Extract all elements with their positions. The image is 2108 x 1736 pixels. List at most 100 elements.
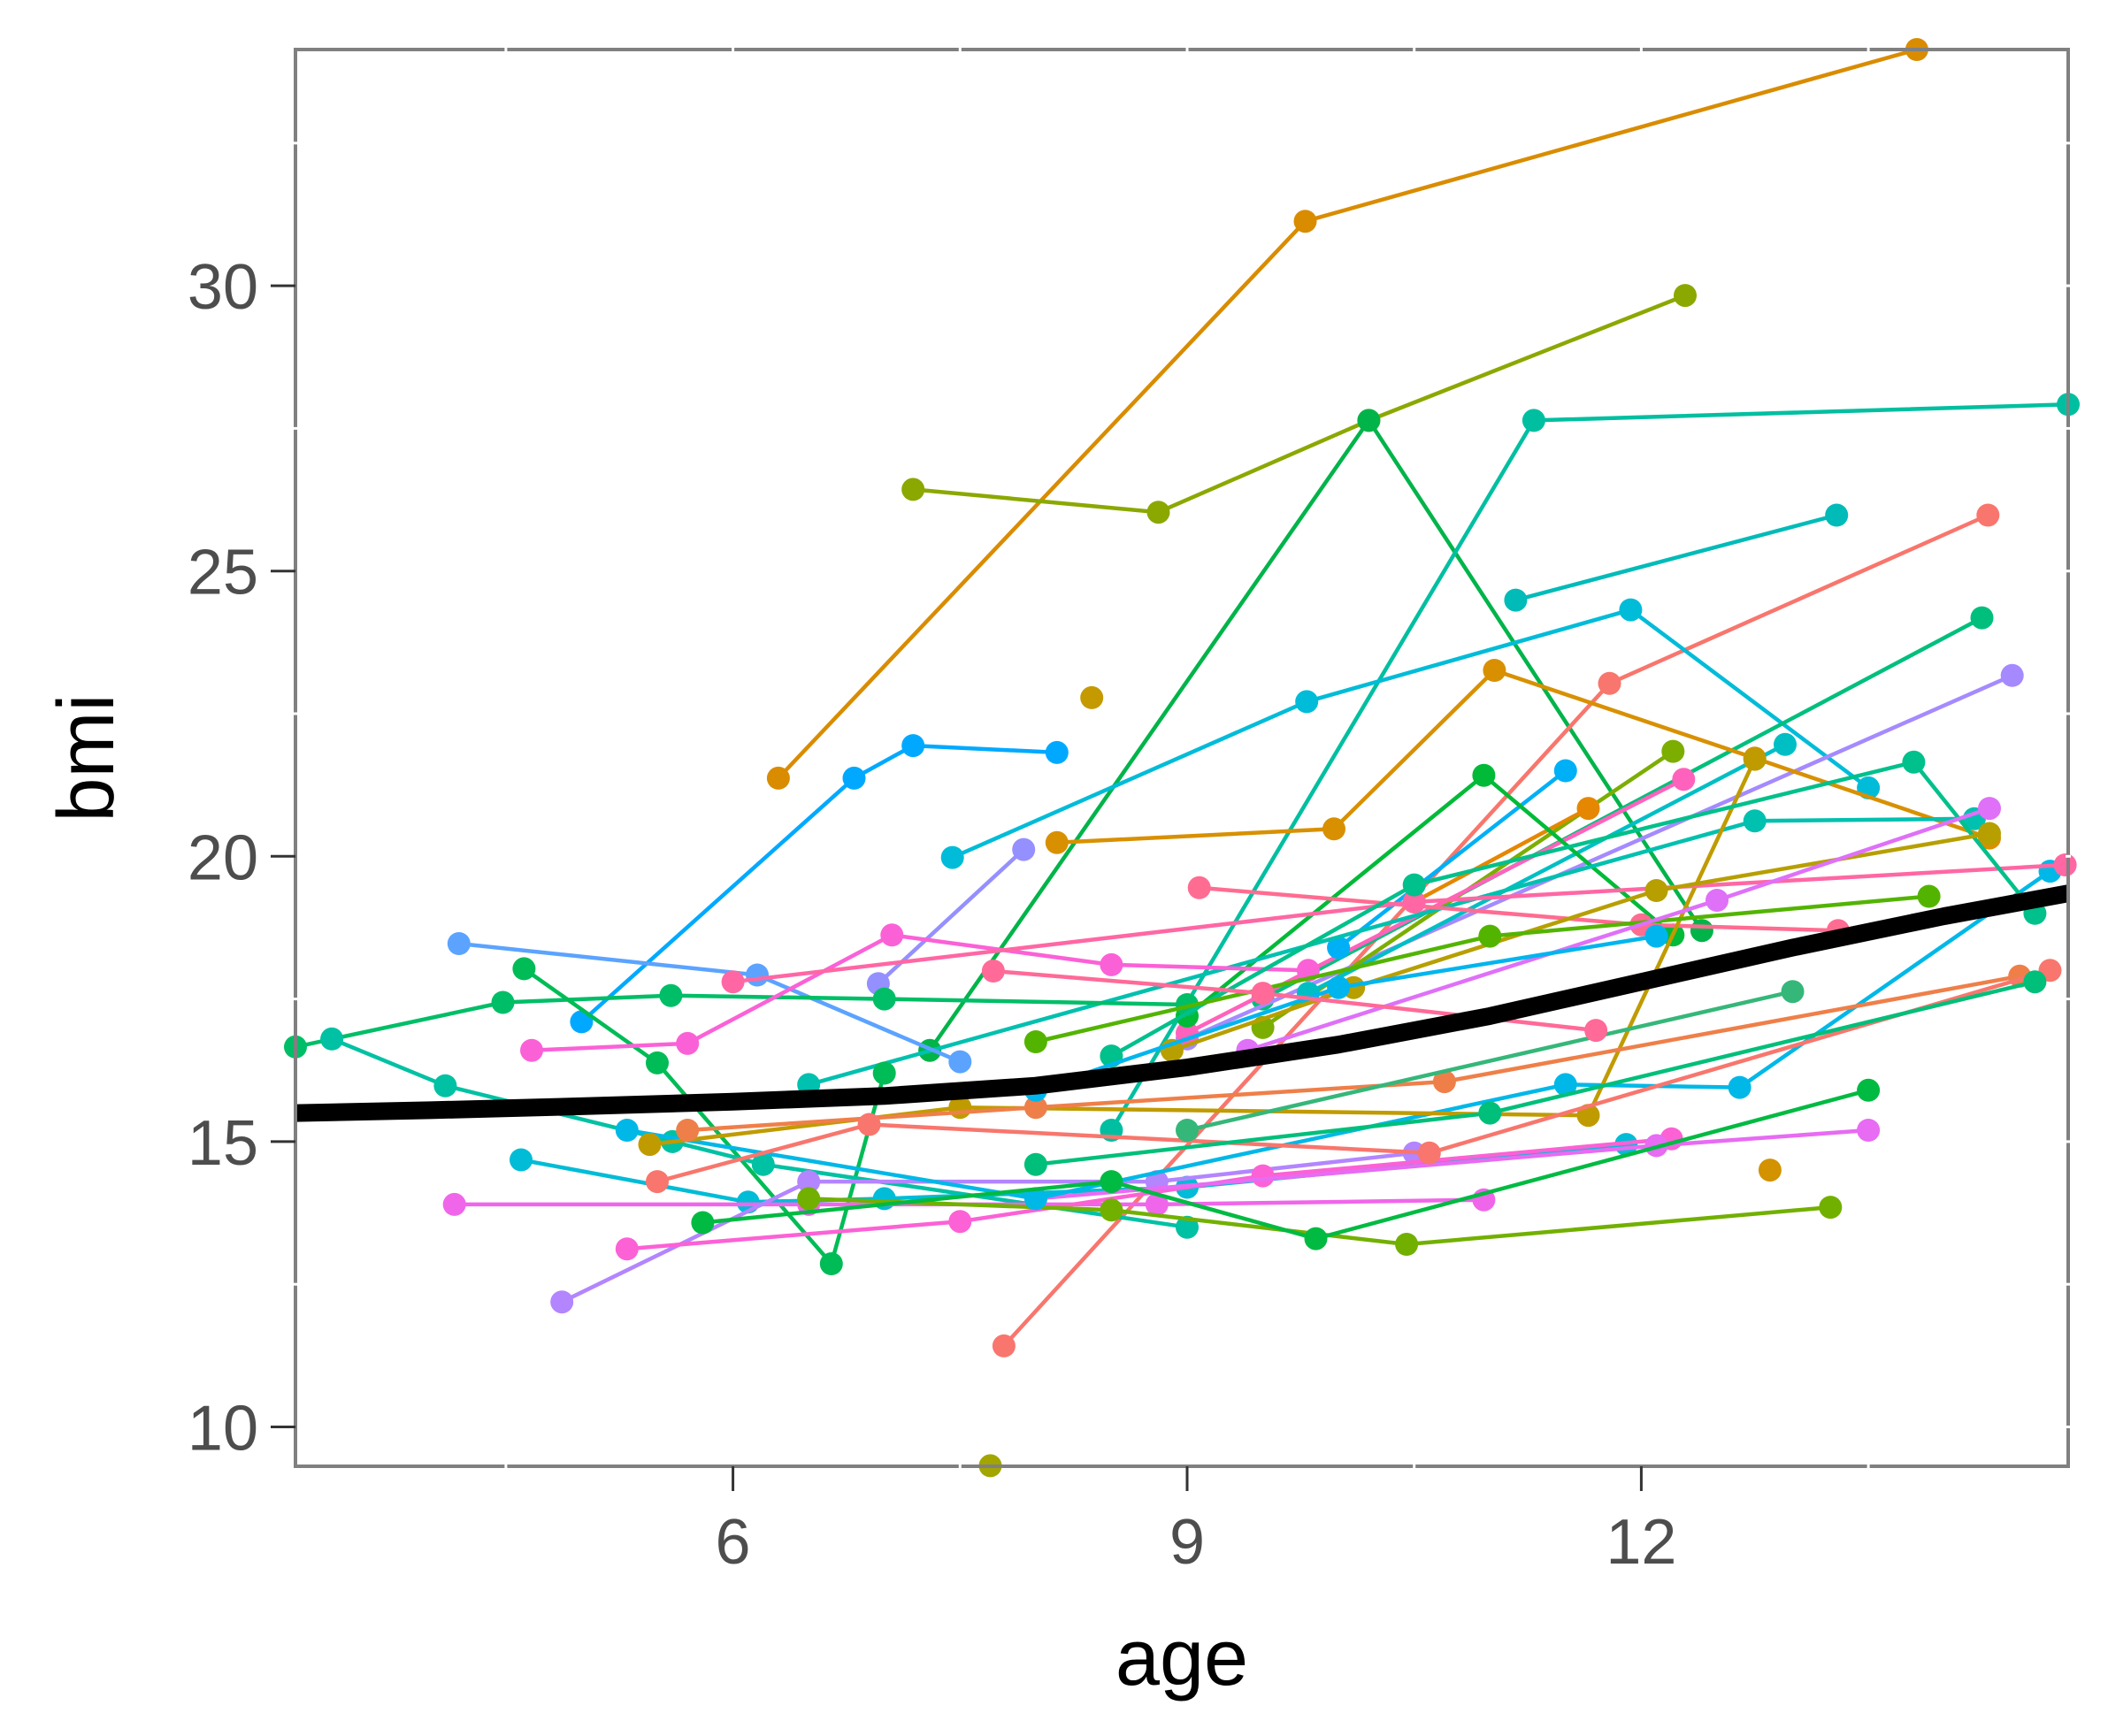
data-point (1472, 763, 1496, 787)
data-point (1825, 503, 1849, 527)
data-point (1395, 1233, 1419, 1256)
data-point (1176, 1119, 1199, 1142)
series-line (1186, 990, 1794, 1133)
series-id39 (1176, 980, 1805, 1142)
data-point (1728, 1075, 1752, 1099)
y-axis: 10 15 20 25 30 (188, 252, 295, 1464)
data-point (721, 970, 745, 994)
data-point (1690, 919, 1713, 943)
data-point (746, 963, 769, 987)
data-point (1023, 1187, 1047, 1211)
data-point (1978, 822, 2001, 845)
data-point (1584, 1019, 1608, 1043)
data-point (1706, 889, 1729, 912)
data-point (1100, 1170, 1123, 1194)
series-line (912, 294, 1686, 515)
data-point (857, 1113, 881, 1136)
x-tick-label: 9 (1169, 1507, 1205, 1578)
data-point (1023, 1030, 1047, 1053)
series-layer (284, 38, 2080, 1478)
series-id40 (1758, 1159, 1782, 1182)
data-point (1080, 685, 1104, 709)
series-id37 (691, 1078, 1881, 1250)
series-id22 (447, 932, 972, 1074)
data-point (842, 766, 866, 790)
data-point (691, 1211, 715, 1235)
series-id26 (520, 923, 1320, 1062)
data-point (1304, 1227, 1328, 1250)
data-point (1293, 210, 1317, 233)
data-point (1917, 884, 1941, 908)
series-id38 (1023, 970, 2047, 1176)
data-point (797, 1170, 821, 1194)
series-id32 (797, 1187, 1843, 1256)
data-point (1661, 739, 1685, 763)
data-point (1504, 588, 1528, 612)
series-line (1413, 807, 1590, 904)
series-line (561, 1151, 1414, 1304)
y-tick-label: 15 (188, 1108, 258, 1179)
data-point (1644, 924, 1668, 948)
data-point (1478, 924, 1502, 948)
data-point (1251, 982, 1275, 1006)
data-point (676, 1031, 700, 1055)
data-point (433, 1074, 457, 1097)
data-point (1522, 409, 1545, 432)
data-point (1857, 1119, 1881, 1142)
x-tick-label: 6 (716, 1507, 751, 1578)
series-id47 (1023, 924, 1668, 1102)
series-id11 (1080, 685, 1104, 709)
data-point (1402, 890, 1426, 914)
series-id01 (766, 38, 1928, 790)
data-point (442, 1192, 466, 1216)
data-point (1483, 659, 1506, 682)
data-point (1674, 284, 1697, 308)
data-point (797, 1187, 821, 1211)
data-point (766, 766, 790, 790)
data-point (676, 1119, 700, 1142)
data-point (1970, 606, 1994, 630)
data-point (1145, 1192, 1169, 1216)
data-point (901, 478, 925, 501)
data-point (1146, 501, 1170, 524)
series-line (579, 743, 1057, 1024)
data-point (1781, 980, 1805, 1004)
data-point (615, 1119, 639, 1142)
data-point (880, 923, 904, 947)
data-point (1598, 671, 1621, 695)
data-point (819, 1252, 843, 1275)
data-point (1819, 1196, 1843, 1220)
data-point (1045, 830, 1069, 854)
data-point (659, 983, 683, 1007)
data-point (1327, 975, 1351, 999)
data-point (570, 1010, 594, 1034)
series-line (1186, 673, 2013, 1041)
data-point (1644, 879, 1668, 902)
series-line (1337, 769, 1568, 950)
x-axis-title: age (1115, 1614, 1248, 1702)
data-point (638, 1133, 662, 1157)
x-tick-label: 12 (1606, 1507, 1676, 1578)
series-id07 (940, 598, 1881, 869)
series-id05 (1504, 503, 1849, 612)
data-point (1100, 952, 1123, 976)
data-point (615, 1237, 639, 1261)
data-point (1576, 797, 1600, 821)
series-line (809, 1197, 1831, 1247)
series-id16 (1327, 759, 1577, 960)
series-line (1171, 831, 1990, 1052)
trend-layer (295, 884, 2070, 1122)
data-point (1357, 409, 1381, 432)
data-point (1322, 817, 1345, 841)
data-point (1045, 740, 1069, 764)
series-line (702, 1088, 1869, 1241)
plot-panel-border (294, 48, 2070, 1468)
data-point (1553, 759, 1577, 783)
data-point (1743, 747, 1767, 771)
data-point (1100, 1198, 1123, 1222)
data-point (1478, 1101, 1502, 1125)
data-point (981, 960, 1005, 983)
data-point (948, 1050, 972, 1074)
data-point (2053, 853, 2077, 876)
data-point (1402, 873, 1426, 897)
